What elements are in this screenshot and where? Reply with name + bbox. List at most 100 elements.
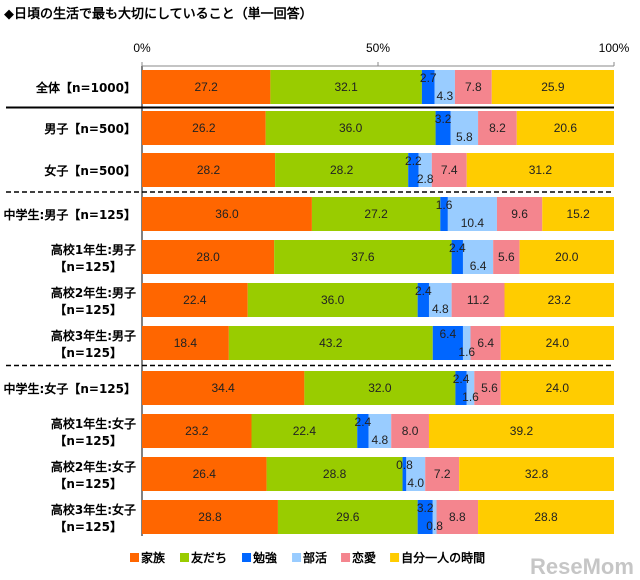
data-label: 2.4 [449,241,466,255]
bar-segment [142,283,248,317]
data-label: 2.2 [405,154,422,168]
bar-segment [142,70,271,104]
data-label: 28.8 [198,510,222,524]
legend-item: 家族 [130,550,166,565]
category-label-n: 【n=125】 [54,302,122,317]
data-label: 6.4 [477,336,494,350]
bar-segment [478,111,517,145]
data-label: 5.6 [481,381,498,395]
bar-segment [504,283,614,317]
bar-segment [270,70,422,104]
legend-item: 自分一人の時間 [390,550,485,565]
data-label: 2.7 [420,71,437,85]
bar-segment [142,500,278,534]
x-tick-label: 50% [366,41,390,55]
legend-item: 勉強 [242,550,277,565]
legend-item: 部活 [292,550,327,565]
data-label: 5.8 [456,130,473,144]
legend-swatch [180,553,190,562]
data-label: 32.0 [368,381,392,395]
data-label: 28.0 [196,250,220,264]
bar-segment [500,371,614,405]
data-label: 2.4 [415,284,432,298]
data-label: 2.8 [417,172,434,186]
bar-segment [462,326,471,360]
data-label: 0.8 [396,458,413,472]
data-label: 6.4 [440,327,457,341]
legend-item: 友だち [180,550,227,565]
data-label: 24.0 [546,381,570,395]
data-label: 10.4 [461,216,485,230]
bar-segment [142,197,312,231]
category-label: 高校1年生:女子 [51,416,136,431]
data-label: 37.6 [351,250,375,264]
bar-segment [142,111,266,145]
bar-segment [428,414,614,448]
bar-segment [368,414,392,448]
data-label: 23.2 [185,424,209,438]
data-label: 28.2 [197,163,221,177]
bar-segment [142,326,229,360]
data-label: 11.2 [467,293,490,307]
bar-segment [418,153,432,187]
legend-swatch [390,553,400,562]
data-label: 36.0 [321,293,345,307]
category-label: 全体【n=1000】 [35,80,136,95]
data-label: 39.2 [510,424,534,438]
data-label: 7.8 [465,80,482,94]
data-label: 31.2 [529,163,553,177]
legend-label: 友だち [190,550,227,565]
category-label-n: 【n=125】 [54,476,122,491]
data-label: 5.6 [498,250,515,264]
data-label: 7.2 [434,467,451,481]
bar-segment [417,500,433,534]
data-label: 29.6 [336,510,360,524]
category-label: 男子【n=500】 [44,121,136,136]
bar-segment [434,70,455,104]
bar-segment [142,414,252,448]
data-label: 1.6 [462,390,479,404]
data-label: 2.4 [453,372,470,386]
legend-label: 恋愛 [352,550,376,565]
bar-segment [432,500,437,534]
data-label: 4.3 [436,89,453,103]
bar-segment [142,240,275,274]
data-label: 2.4 [355,415,372,429]
bar-segment [516,111,614,145]
data-label: 0.8 [426,519,443,533]
bar-segment [466,371,475,405]
data-label: 32.8 [525,467,549,481]
bar-segment [142,457,267,491]
data-label: 27.2 [364,207,388,221]
bar-segment [277,500,418,534]
bar-segment [265,111,436,145]
bar-segment [478,500,614,534]
data-label: 22.4 [293,424,317,438]
bar-segment [275,153,409,187]
bar-segment [462,240,494,274]
data-label: 36.0 [339,121,363,135]
chart-title: ◆日頃の生活で最も大切にしていること（単一回答） [4,6,313,22]
bar-segment [428,283,452,317]
data-label: 15.2 [566,207,590,221]
watermark-logo: ReseMom [530,554,634,579]
category-label-n: 【n=125】 [54,345,122,360]
data-label: 28.2 [330,163,354,177]
legend-label: 勉強 [252,550,277,565]
category-label: 中学生:女子【n=125】 [4,381,136,396]
data-label: 18.4 [174,336,198,350]
bar-segment [142,371,305,405]
bar-segment [451,283,505,317]
data-label: 1.6 [458,345,475,359]
bar-segment [436,500,479,534]
bar-segment [406,457,426,491]
bar-segment [451,240,463,274]
category-label: 女子【n=500】 [44,163,136,178]
data-label: 28.8 [534,510,558,524]
data-label: 43.2 [319,336,343,350]
bar-segment [500,326,614,360]
bar-segment [408,153,419,187]
data-label: 4.8 [432,302,449,316]
legend-label: 家族 [141,550,166,565]
